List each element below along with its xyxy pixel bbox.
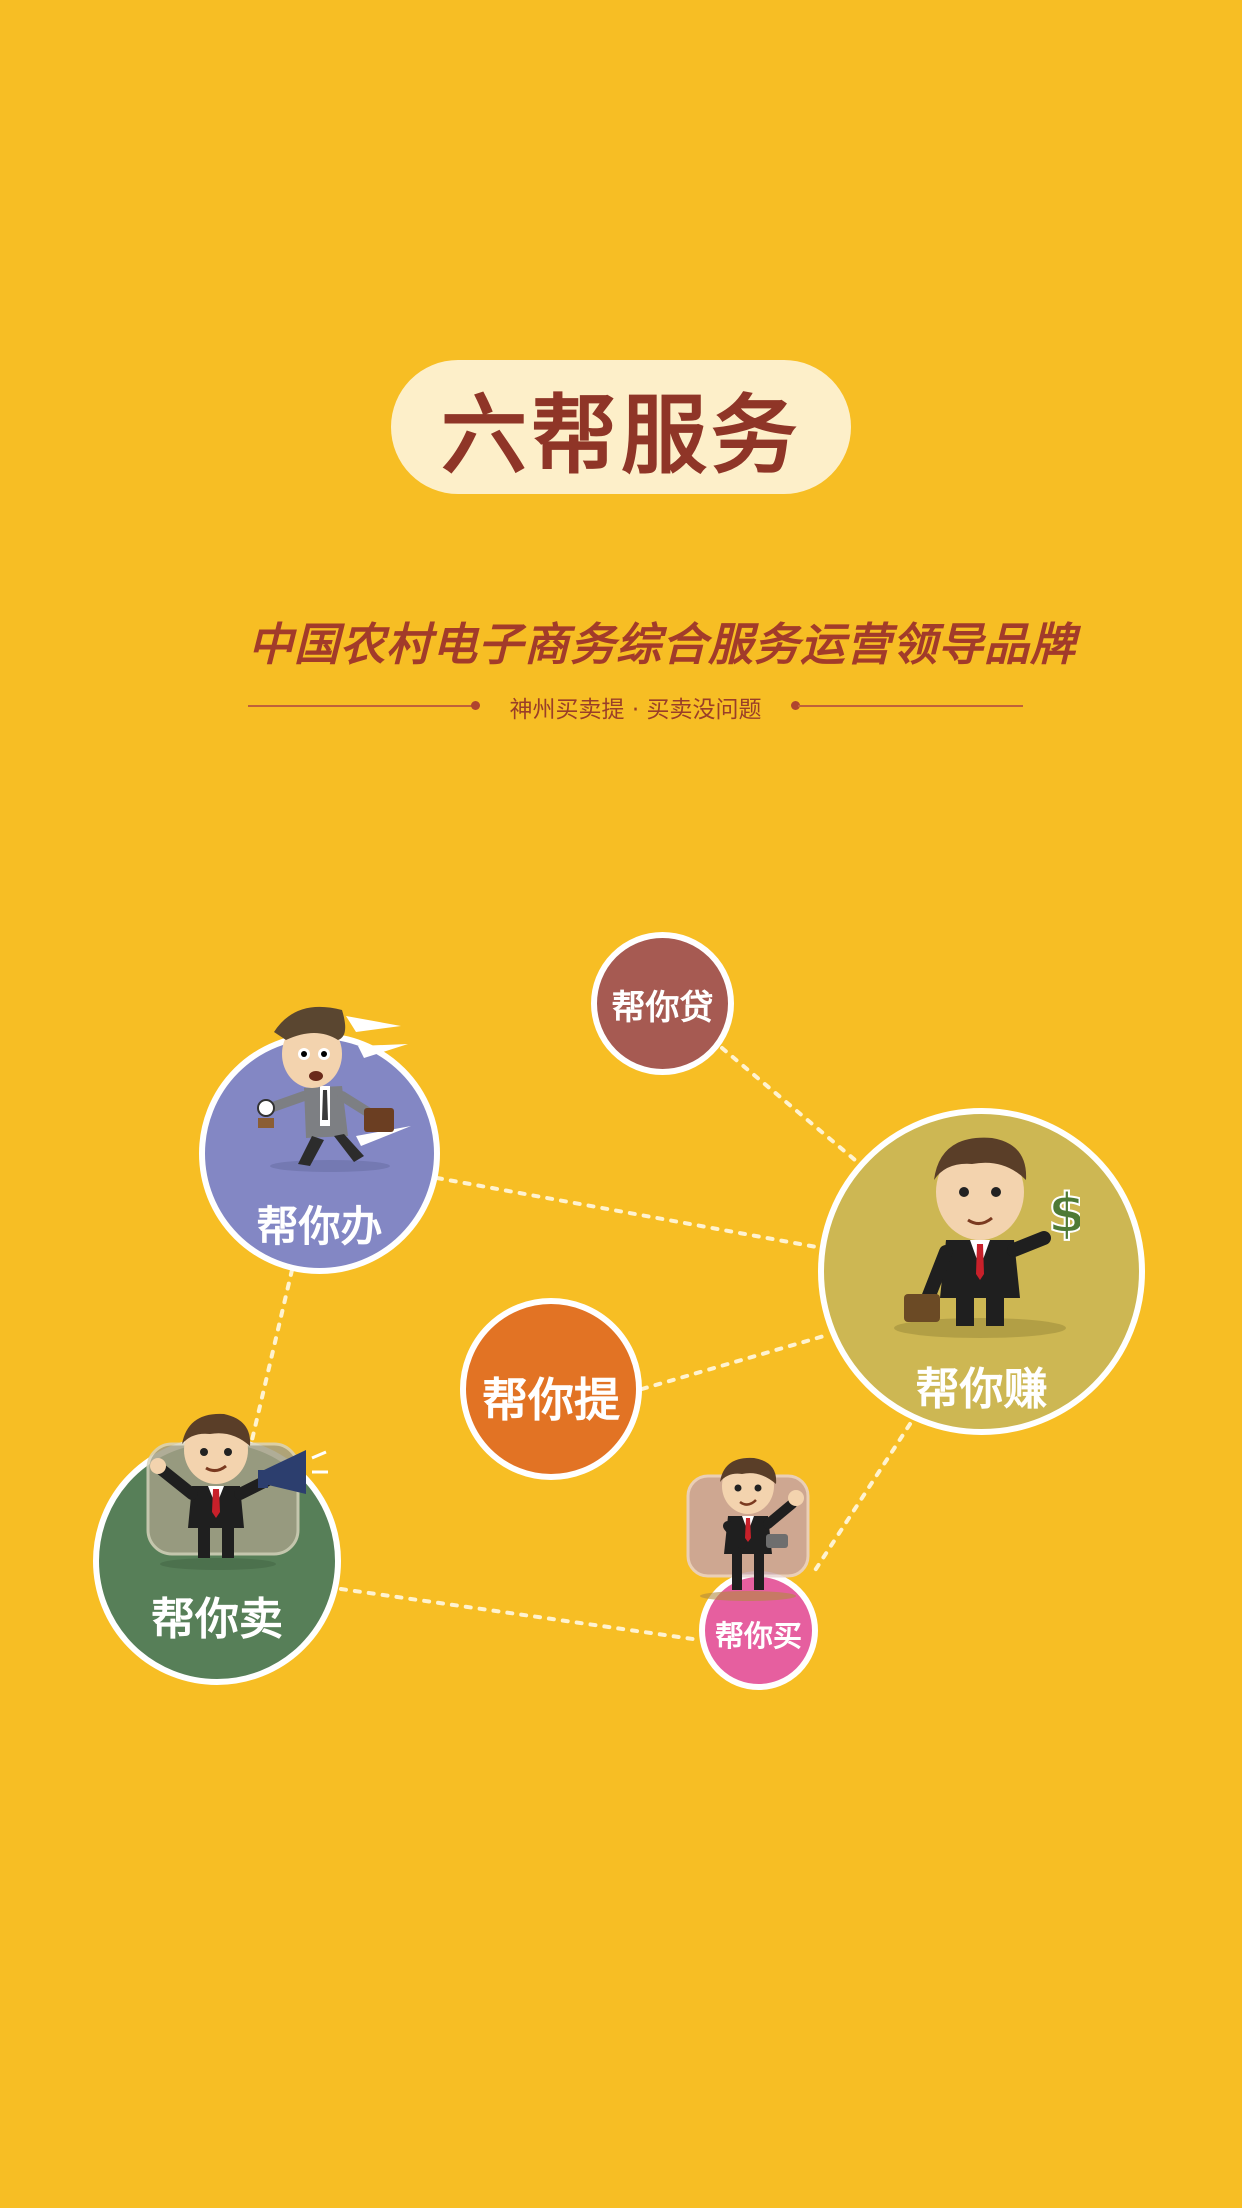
divider-dot-left xyxy=(471,701,480,710)
line-ban-zhuan xyxy=(435,1176,824,1250)
divider-right xyxy=(798,705,1023,707)
divider-dot-right xyxy=(791,701,800,710)
service-zhuan-label: 帮你赚 xyxy=(915,1364,1048,1415)
page-title: 六帮服务 xyxy=(441,384,801,486)
line-dai-zhuan xyxy=(720,1046,857,1162)
service-dai[interactable]: 帮你贷 xyxy=(591,932,734,1075)
service-ban-label: 帮你办 xyxy=(256,1202,383,1251)
businessman-megaphone-icon xyxy=(146,1413,328,1570)
svg-text:$: $ xyxy=(1048,1182,1080,1245)
subtitle-row: 神州买卖提 · 买卖没问题 xyxy=(248,686,1023,726)
service-mai-buy-label: 帮你买 xyxy=(714,1619,802,1653)
service-mai-sell-label: 帮你卖 xyxy=(151,1594,283,1645)
businessman-ok-icon xyxy=(686,1457,810,1601)
service-mai-buy[interactable]: 帮你买 xyxy=(699,1571,818,1690)
businessman-dollar-icon: $ xyxy=(894,1137,1080,1338)
line-zhuan-buy xyxy=(810,1422,912,1577)
line-ban-sell xyxy=(250,1268,294,1442)
title-banner: 六帮服务 xyxy=(391,360,851,494)
line-ti-zhuan xyxy=(640,1334,826,1391)
service-ti[interactable]: 帮你提 xyxy=(460,1298,642,1480)
service-ti-label: 帮你提 xyxy=(482,1373,620,1427)
subtitle: 神州买卖提 · 买卖没问题 xyxy=(509,697,762,723)
line-sell-buy xyxy=(339,1587,702,1642)
running-businessman-icon xyxy=(257,1006,411,1172)
divider-left xyxy=(248,705,473,707)
service-dai-label: 帮你贷 xyxy=(611,988,714,1028)
brand-slogan: 中国农村电子商务综合服务运营领导品牌 xyxy=(248,618,1077,671)
